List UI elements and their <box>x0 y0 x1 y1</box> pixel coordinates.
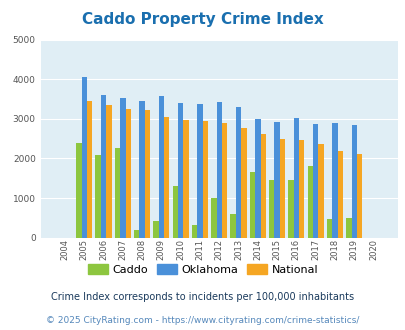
Bar <box>95 155 100 238</box>
Bar <box>269 180 274 238</box>
Bar <box>120 98 125 238</box>
Bar <box>230 214 235 238</box>
Bar <box>139 101 145 238</box>
Bar <box>158 96 164 238</box>
Bar <box>326 218 331 238</box>
Bar <box>293 118 298 238</box>
Bar <box>298 140 304 238</box>
Bar <box>345 218 351 238</box>
Bar <box>351 125 356 238</box>
Bar <box>197 104 202 238</box>
Bar <box>76 143 81 238</box>
Bar <box>192 225 197 238</box>
Bar <box>331 123 337 238</box>
Bar <box>249 172 254 238</box>
Bar <box>183 120 188 238</box>
Bar <box>87 101 92 238</box>
Bar <box>81 77 87 238</box>
Bar <box>153 221 158 238</box>
Bar <box>216 102 222 238</box>
Bar <box>222 123 227 238</box>
Bar <box>125 109 130 238</box>
Bar <box>279 139 284 238</box>
Bar <box>318 144 323 238</box>
Bar <box>211 198 216 238</box>
Bar <box>288 180 293 238</box>
Bar <box>274 122 279 238</box>
Bar <box>235 107 241 238</box>
Bar <box>106 105 111 238</box>
Bar <box>100 95 106 238</box>
Bar <box>202 121 207 238</box>
Bar <box>172 186 177 238</box>
Bar <box>115 148 120 238</box>
Bar <box>177 103 183 238</box>
Bar <box>260 134 265 238</box>
Bar <box>337 151 342 238</box>
Text: Crime Index corresponds to incidents per 100,000 inhabitants: Crime Index corresponds to incidents per… <box>51 292 354 302</box>
Bar <box>356 154 361 238</box>
Bar <box>134 230 139 238</box>
Bar <box>164 117 169 238</box>
Bar <box>145 111 150 238</box>
Bar <box>307 166 312 238</box>
Text: © 2025 CityRating.com - https://www.cityrating.com/crime-statistics/: © 2025 CityRating.com - https://www.city… <box>46 316 359 325</box>
Text: Caddo Property Crime Index: Caddo Property Crime Index <box>82 12 323 26</box>
Bar <box>312 123 318 238</box>
Bar <box>241 128 246 238</box>
Bar <box>254 119 260 238</box>
Legend: Caddo, Oklahoma, National: Caddo, Oklahoma, National <box>83 260 322 279</box>
